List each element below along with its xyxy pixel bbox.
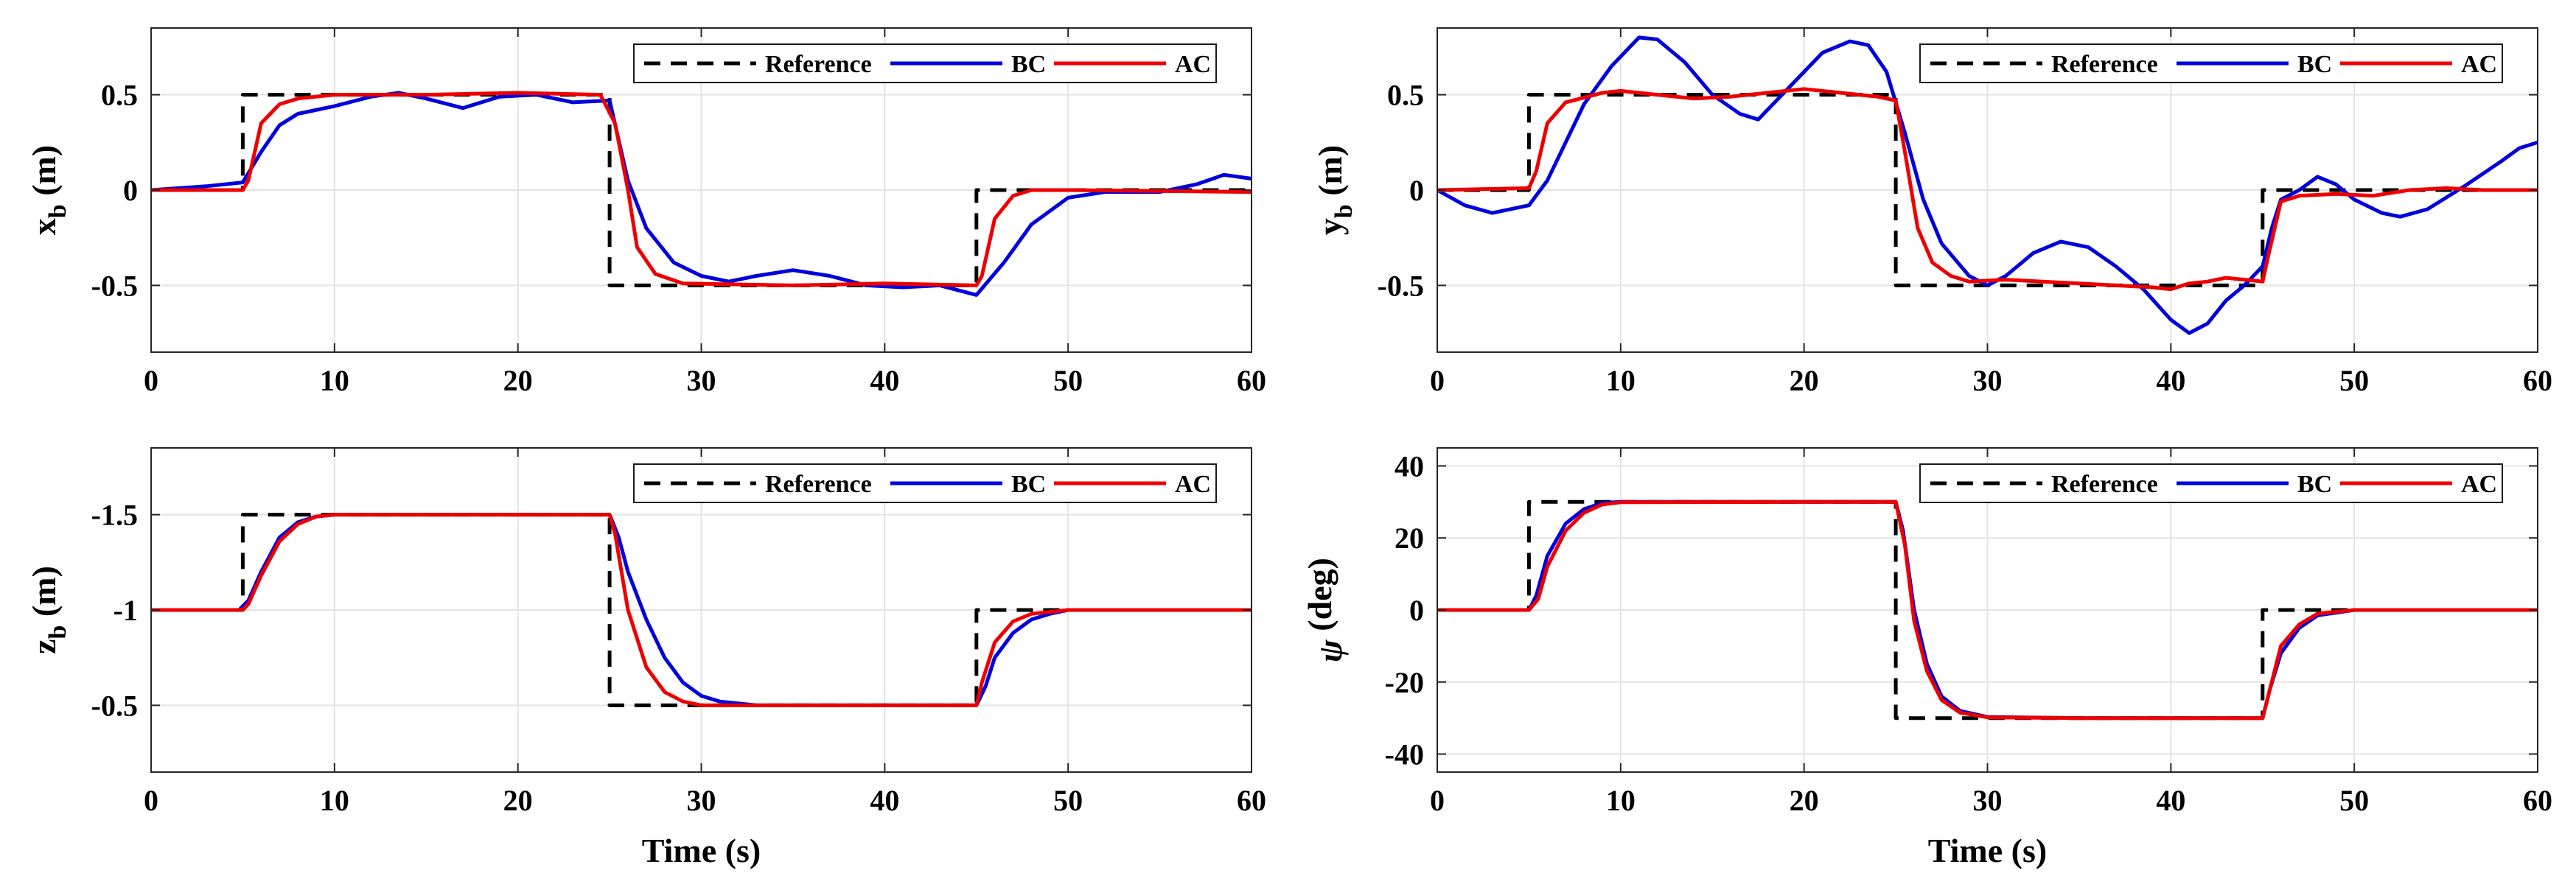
plot-y-position: 0 10 20 30 40 50 60 0.5 0 -0.5 yb (m) Reference BC… [1311,27,2552,397]
legend-label-ac: AC [1175,471,1211,498]
x-tick-label: 60 [2523,784,2552,817]
x-tick-label: 30 [687,364,716,397]
series-reference-line [151,513,1252,707]
ticks: 0 10 20 30 40 50 60 0.5 0 -0.5 [91,28,1266,397]
series-reference-line [1437,499,2538,721]
x-tick-label: 0 [144,364,158,397]
ticks: 0 10 20 30 40 50 60 40 20 0 -20 -40 [1385,448,2552,817]
legend-label-ac: AC [2461,471,2497,498]
x-tick-label: 10 [320,364,349,397]
x-tick-label: 0 [1430,784,1445,817]
plot-z-position: 0 10 20 30 40 50 60-1.5-1-0.5 zb (m) Time (s) … [25,447,1266,869]
legend-label-reference: Reference [765,471,872,498]
y-tick-label: 20 [1395,522,1424,555]
x-tick-label: 50 [1053,784,1083,817]
x-tick-label: 10 [320,784,349,817]
y-tick-label: -0.5 [1378,269,1424,302]
x-axis-label: Time (s) [642,832,761,869]
y-axis-label: yb (m) [1311,145,1358,235]
series-layer [150,91,1252,297]
x-tick-label: 50 [1053,364,1083,397]
series-reference-line [151,93,1252,287]
ticks: 0 10 20 30 40 50 60 0.5 0 -0.5 [1378,28,2552,397]
legend-label-bc: BC [1011,51,1046,78]
x-tick-label: 40 [2156,364,2185,397]
y-tick-label: 0 [123,174,138,207]
x-tick-label: 50 [2339,364,2369,397]
legend-label-ac: AC [1175,51,1211,78]
legend-label-ac: AC [2461,51,2497,78]
y-tick-label: -1.5 [91,499,138,532]
series-reference-line [1437,93,2538,287]
series-bc-line [1436,35,2538,335]
x-tick-label: 0 [144,784,158,817]
plot-yaw-angle: 0 10 20 30 40 50 60 40 20 0 -20 -40 ψ (deg) Time (s… [1301,447,2552,869]
x-tick-label: 10 [1606,784,1636,817]
y-tick-label: -20 [1385,666,1424,699]
x-axis-label: Time (s) [1928,832,2047,869]
x-tick-label: 20 [503,784,533,817]
x-tick-label: 30 [1973,364,2003,397]
series-layer [1437,499,2538,721]
x-tick-label: 40 [870,784,899,817]
y-tick-label: 0.5 [101,79,138,112]
x-tick-label: 20 [503,364,533,397]
y-tick-label: -0.5 [91,269,138,302]
x-tick-label: 40 [870,364,899,397]
series-layer [151,513,1252,707]
x-tick-label: 20 [1790,784,1819,817]
x-tick-label: 30 [1973,784,2003,817]
y-tick-label: -0.5 [91,689,138,722]
legend-label-bc: BC [2297,471,2332,498]
series-ac-line [151,91,1252,287]
y-tick-label: -1 [114,594,138,627]
series-bc-line [150,91,1252,297]
y-axis-label: xb (m) [25,145,71,235]
x-tick-label: 30 [687,784,716,817]
y-tick-label: 0.5 [1387,79,1424,112]
series-ac-line [1437,87,2538,292]
legend-label-bc: BC [1011,471,1046,498]
x-tick-label: 0 [1430,364,1445,397]
x-tick-label: 60 [1237,364,1266,397]
y-tick-label: 0 [1409,594,1424,627]
legend-label-reference: Reference [765,51,872,78]
y-tick-label: 0 [1409,174,1424,207]
y-axis-label: ψ (deg) [1301,558,1349,662]
legend: Reference BC AC [633,43,1217,83]
legend: Reference BC AC [633,463,1217,503]
plot-x-position: 0 10 20 30 40 50 60 0.5 0 -0.5 xb (m) Reference BC… [25,27,1266,397]
legend-label-reference: Reference [2051,471,2158,498]
series-bc-line [151,513,1252,707]
x-tick-label: 60 [2523,364,2552,397]
series-ac-line [151,513,1252,707]
x-tick-label: 20 [1790,364,1819,397]
legend: Reference BC AC [1919,43,2503,83]
legend-label-bc: BC [2297,51,2332,78]
y-tick-label: 40 [1395,449,1424,483]
series-ac-line [1437,499,2538,721]
y-tick-label: -40 [1385,738,1424,771]
legend: Reference BC AC [1919,463,2503,503]
legend-label-reference: Reference [2051,51,2158,78]
x-tick-label: 60 [1237,784,1266,817]
x-tick-label: 10 [1606,364,1636,397]
x-tick-label: 40 [2156,784,2185,817]
ticks: 0 10 20 30 40 50 60 -1.5 -1 -0.5 [91,448,1266,817]
x-tick-label: 50 [2339,784,2369,817]
series-layer [1436,35,2538,335]
y-axis-label: zb (m) [25,566,71,654]
